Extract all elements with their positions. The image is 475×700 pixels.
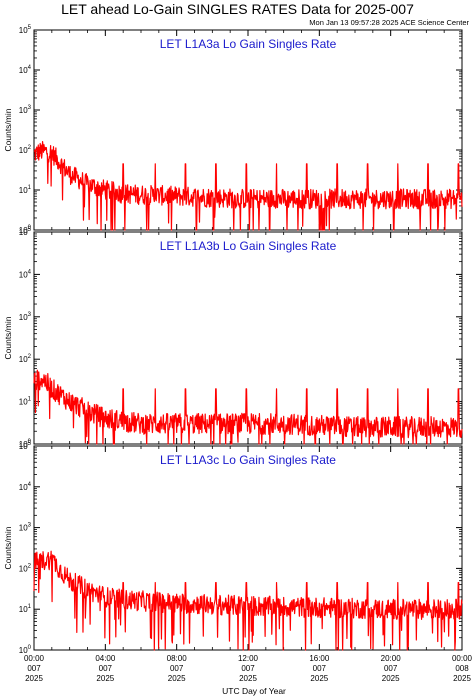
x-tick-year: 2025	[96, 674, 114, 683]
panel-1: 100 101 102 103 104 105 Counts/min LET L1A3a Lo…	[3, 25, 463, 235]
y-tick-label: 105	[19, 441, 32, 451]
x-tick-day: 007	[313, 664, 327, 673]
y-axis-label: Counts/min	[3, 108, 13, 151]
y-tick-label: 103	[19, 105, 32, 115]
panel-title: LET L1A3b Lo Gain Singles Rate	[160, 239, 337, 253]
y-tick-label: 101	[19, 185, 32, 195]
chart-title: LET ahead Lo-Gain SINGLES RATES Data for…	[61, 1, 414, 17]
y-tick-label: 100	[19, 645, 32, 655]
x-tick-day: 007	[241, 664, 255, 673]
x-tick-day: 008	[455, 664, 469, 673]
panel-2: 100 101 102 103 104 105 Counts/min LET L1A3b Lo…	[3, 227, 463, 449]
timestamp-label: Mon Jan 13 09:57:28 2025 ACE Science Cen…	[309, 18, 469, 27]
x-tick-day: 007	[170, 664, 184, 673]
x-tick-day: 007	[99, 664, 113, 673]
x-tick-time: 00:00	[24, 654, 45, 663]
x-tick-year: 2025	[25, 674, 43, 683]
x-axis-label: UTC Day of Year	[222, 686, 286, 696]
singles-rate-series	[33, 140, 463, 231]
y-tick-label: 105	[19, 25, 32, 35]
y-tick-label: 100	[19, 225, 32, 235]
panel-title: LET L1A3c Lo Gain Singles Rate	[160, 453, 336, 467]
plot-frame	[33, 445, 463, 651]
x-tick-year: 2025	[453, 674, 471, 683]
y-tick-label: 105	[19, 227, 32, 237]
x-tick-time: 12:00	[238, 654, 259, 663]
y-tick-label: 103	[19, 523, 32, 533]
y-tick-label: 104	[19, 269, 32, 279]
x-tick-time: 16:00	[309, 654, 330, 663]
y-tick-label: 101	[19, 604, 32, 614]
singles-rate-series	[33, 369, 463, 445]
x-tick-year: 2025	[168, 674, 186, 683]
y-tick-label: 101	[19, 397, 32, 407]
y-tick-label: 102	[19, 145, 32, 155]
x-tick-year: 2025	[382, 674, 400, 683]
y-tick-label: 102	[19, 563, 32, 573]
x-tick-year: 2025	[239, 674, 257, 683]
y-axis-label: Counts/min	[3, 526, 13, 569]
panel-title: LET L1A3a Lo Gain Singles Rate	[160, 37, 337, 51]
y-tick-label: 104	[19, 65, 32, 75]
x-tick-time: 08:00	[167, 654, 188, 663]
y-tick-label: 104	[19, 482, 32, 492]
x-tick-time: 20:00	[381, 654, 402, 663]
y-axis-label: Counts/min	[3, 316, 13, 359]
x-tick-time: 04:00	[95, 654, 116, 663]
y-tick-label: 100	[19, 439, 32, 449]
x-tick-day: 007	[27, 664, 41, 673]
x-tick-time: 00:00	[452, 654, 473, 663]
y-tick-label: 102	[19, 354, 32, 364]
x-tick-day: 007	[384, 664, 398, 673]
panel-3: 100 101 102 103 104 105 Counts/min LET L1A3c Lo…	[3, 441, 473, 683]
y-tick-label: 103	[19, 312, 32, 322]
singles-rate-series	[33, 550, 463, 651]
x-tick-year: 2025	[310, 674, 328, 683]
